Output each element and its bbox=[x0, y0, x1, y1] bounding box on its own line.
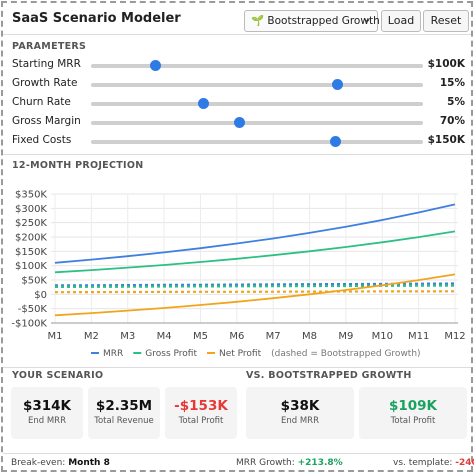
x-tick-label: M6 bbox=[229, 331, 244, 342]
slider-knob[interactable] bbox=[234, 117, 245, 128]
x-tick-label: M12 bbox=[444, 331, 465, 342]
legend-label: Net Profit bbox=[219, 349, 262, 359]
footer-value: Month 8 bbox=[68, 458, 110, 468]
divider bbox=[3, 367, 471, 368]
app-title: SaaS Scenario Modeler bbox=[12, 11, 181, 26]
param-label: Gross Margin bbox=[12, 115, 81, 127]
x-tick-label: M3 bbox=[120, 331, 135, 342]
x-tick-label: M1 bbox=[48, 331, 63, 342]
template-line bbox=[54, 282, 456, 287]
y-tick-label: $0 bbox=[34, 290, 47, 301]
param-value: $150K bbox=[427, 134, 465, 146]
x-tick-label: M5 bbox=[193, 331, 208, 342]
footer-item: Break-even: Month 8 bbox=[11, 458, 110, 468]
param-label: Growth Rate bbox=[12, 77, 78, 89]
summary-card: $2.35M Total Revenue bbox=[88, 387, 160, 439]
reset-button[interactable]: Reset bbox=[423, 10, 469, 32]
slider-track[interactable] bbox=[91, 102, 423, 106]
slider-track[interactable] bbox=[91, 140, 423, 144]
slider-knob[interactable] bbox=[330, 136, 341, 147]
y-tick-label: $50K bbox=[21, 276, 47, 287]
card-value: $38K bbox=[280, 398, 320, 414]
slider-track[interactable] bbox=[91, 121, 423, 125]
legend-label: MRR bbox=[103, 349, 123, 359]
template-line bbox=[54, 290, 456, 294]
divider bbox=[3, 154, 471, 155]
footer-value: -240.9% bbox=[455, 458, 474, 468]
x-tick-label: M4 bbox=[157, 331, 172, 342]
divider bbox=[3, 34, 471, 35]
footer-label: MRR Growth: bbox=[236, 458, 295, 468]
y-tick-label: $150K bbox=[15, 247, 47, 258]
footer-label: Break-even: bbox=[11, 458, 66, 468]
slider-track[interactable] bbox=[91, 64, 423, 68]
template-line bbox=[54, 284, 456, 288]
summary-card: $109K Total Profit bbox=[359, 387, 467, 439]
slider-knob[interactable] bbox=[332, 79, 343, 90]
y-tick-label: -$50K bbox=[18, 304, 48, 315]
footer-value: +213.8% bbox=[297, 458, 343, 468]
legend-note: (dashed = Bootstrapped Growth) bbox=[271, 349, 420, 359]
y-tick-label: $250K bbox=[15, 218, 47, 229]
param-label: Churn Rate bbox=[12, 96, 71, 108]
card-value: $2.35M bbox=[95, 398, 153, 414]
summary-card: $38K End MRR bbox=[246, 387, 354, 439]
param-value: 15% bbox=[439, 77, 465, 89]
section-title: PARAMETERS bbox=[12, 41, 87, 52]
legend-label: Gross Profit bbox=[145, 349, 197, 359]
param-value: 70% bbox=[439, 115, 465, 127]
section-title: 12-MONTH PROJECTION bbox=[12, 160, 144, 171]
card-value: $314K bbox=[22, 398, 72, 414]
slider-knob[interactable] bbox=[198, 98, 209, 109]
chart: -$100K -$50K $0 $50K $100K $150K $200K $250K $30… bbox=[11, 190, 465, 360]
x-tick-label: M11 bbox=[408, 331, 429, 342]
section-title: VS. BOOTSTRAPPED GROWTH bbox=[246, 370, 412, 381]
param-label: Starting MRR bbox=[12, 58, 81, 70]
y-tick-label: $300K bbox=[15, 204, 47, 215]
scenario-select[interactable]: 🌱 Bootstrapped Growth bbox=[244, 8, 380, 32]
slider-knob[interactable] bbox=[150, 60, 161, 71]
x-tick-label: M9 bbox=[338, 331, 353, 342]
y-tick-label: -$100K bbox=[11, 319, 47, 330]
series-line bbox=[54, 230, 456, 274]
series-line bbox=[54, 273, 456, 317]
param-value: $100K bbox=[427, 58, 465, 70]
card-label: Total Profit bbox=[390, 416, 436, 426]
x-tick-label: M2 bbox=[84, 331, 99, 342]
slider-track[interactable] bbox=[91, 83, 423, 87]
footer-label: vs. template: bbox=[393, 458, 453, 468]
footer-item: MRR Growth: +213.8% bbox=[236, 458, 343, 468]
card-value: -$153K bbox=[174, 398, 228, 414]
x-tick-label: M7 bbox=[266, 331, 281, 342]
section-title: YOUR SCENARIO bbox=[12, 370, 104, 381]
series-line bbox=[54, 203, 456, 264]
card-value: $109K bbox=[388, 398, 438, 414]
card-label: End MRR bbox=[27, 416, 66, 426]
x-tick-label: M8 bbox=[302, 331, 317, 342]
footer-item: vs. template: -240.9% bbox=[393, 458, 474, 468]
load-button[interactable]: Load bbox=[381, 10, 421, 32]
card-label: Total Revenue bbox=[94, 416, 154, 426]
summary-card: -$153K Total Profit bbox=[165, 387, 237, 439]
param-label: Fixed Costs bbox=[12, 134, 72, 146]
param-value: 5% bbox=[447, 96, 465, 108]
divider bbox=[3, 453, 471, 454]
card-label: Total Profit bbox=[178, 416, 224, 426]
summary-card: $314K End MRR bbox=[11, 387, 83, 439]
y-tick-label: $200K bbox=[15, 233, 47, 244]
card-label: End MRR bbox=[280, 416, 319, 426]
y-tick-label: $350K bbox=[15, 190, 47, 201]
x-tick-label: M10 bbox=[372, 331, 393, 342]
y-tick-label: $100K bbox=[15, 261, 47, 272]
